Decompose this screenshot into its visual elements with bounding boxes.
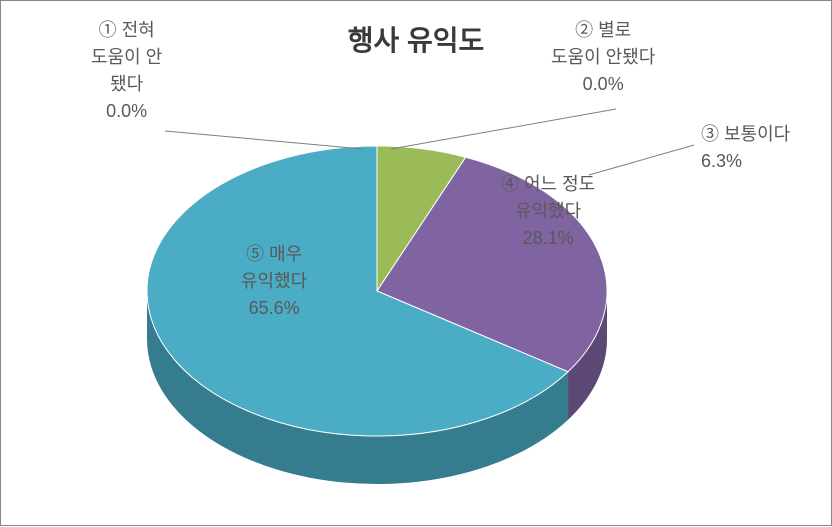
leader-line bbox=[165, 131, 363, 149]
chart-container: 행사 유익도 ① 전혀도움이 안됐다0.0%② 별로도움이 안됐다0.0%③ 보… bbox=[0, 0, 832, 526]
slice-label: ⑤ 매우유익했다65.6% bbox=[241, 241, 307, 322]
leader-line bbox=[589, 145, 694, 175]
slice-label: ③ 보통이다6.3% bbox=[701, 121, 790, 175]
slice-label: ④ 어느 정도유익했다28.1% bbox=[501, 171, 595, 252]
slice-label: ① 전혀도움이 안됐다0.0% bbox=[91, 17, 162, 125]
slice-label: ② 별로도움이 안됐다0.0% bbox=[551, 17, 655, 98]
leader-line bbox=[391, 109, 616, 149]
